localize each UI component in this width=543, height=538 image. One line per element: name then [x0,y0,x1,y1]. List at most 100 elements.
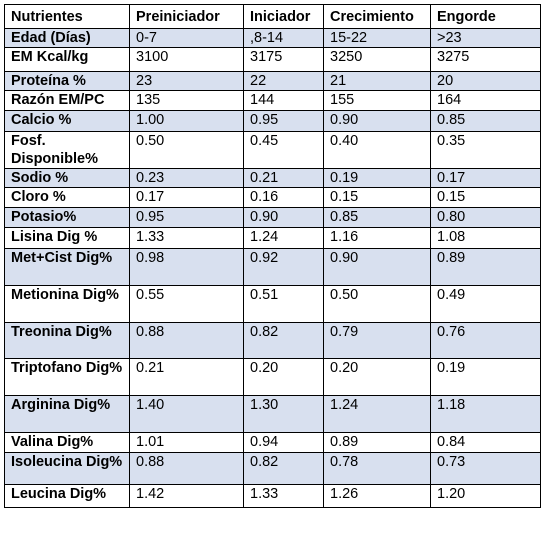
nutrient-value: 22 [243,71,324,91]
nutrient-label: Edad (Días) [4,28,130,48]
table-row: Fosf. Disponible% 0.50 0.45 0.40 0.35 [4,131,541,169]
header-crecimiento: Crecimiento [323,4,431,29]
table-row: Leucina Dig% 1.42 1.33 1.26 1.20 [4,484,541,508]
table-header-row: Nutrientes Preiniciador Iniciador Crecim… [4,4,541,29]
nutrient-value: 0.88 [129,322,244,359]
nutrient-value: 20 [430,71,541,91]
table-row: Met+Cist Dig% 0.98 0.92 0.90 0.89 [4,248,541,286]
nutrient-value: ,8-14 [243,28,324,48]
table-row: Lisina Dig % 1.33 1.24 1.16 1.08 [4,227,541,249]
nutrient-value: 0.20 [243,358,324,396]
nutrient-label: Isoleucina Dig% [4,452,130,485]
nutrient-value: 0.17 [430,168,541,188]
nutrient-value: 0.78 [323,452,431,485]
nutrient-label: EM Kcal/kg [4,47,130,72]
table-row: Treonina Dig% 0.88 0.82 0.79 0.76 [4,322,541,359]
nutrient-value: 0.20 [323,358,431,396]
table-row: Isoleucina Dig% 0.88 0.82 0.78 0.73 [4,452,541,485]
nutrient-value: 1.33 [129,227,244,249]
nutrient-value: 164 [430,90,541,111]
nutrient-value: 0-7 [129,28,244,48]
nutrient-label: Proteína % [4,71,130,91]
nutrient-value: 1.08 [430,227,541,249]
nutrient-value: 135 [129,90,244,111]
nutrient-value: 1.26 [323,484,431,508]
nutrient-value: 0.15 [430,187,541,208]
nutrient-value: 21 [323,71,431,91]
nutrient-value: 23 [129,71,244,91]
nutrient-label: Triptofano Dig% [4,358,130,396]
nutrient-value: >23 [430,28,541,48]
nutrient-value: 0.89 [323,432,431,453]
nutrient-value: 1.40 [129,395,244,433]
nutrient-value: 1.20 [430,484,541,508]
nutrient-value: 0.79 [323,322,431,359]
header-engorde: Engorde [430,4,541,29]
nutrient-value: 0.94 [243,432,324,453]
nutrient-value: 0.23 [129,168,244,188]
nutrient-value: 0.35 [430,131,541,169]
nutrient-value: 0.50 [323,285,431,323]
nutrient-value: 1.18 [430,395,541,433]
nutrient-value: 0.17 [129,187,244,208]
nutrient-label: Treonina Dig% [4,322,130,359]
nutrient-value: 0.84 [430,432,541,453]
nutrient-value: 3175 [243,47,324,72]
nutrient-label: Leucina Dig% [4,484,130,508]
nutrient-value: 0.90 [323,248,431,286]
nutrient-value: 0.80 [430,207,541,228]
nutrient-label: Razón EM/PC [4,90,130,111]
table-row: Razón EM/PC 135 144 155 164 [4,90,541,111]
header-nutrientes: Nutrientes [4,4,130,29]
nutrient-value: 0.19 [323,168,431,188]
nutrient-value: 0.89 [430,248,541,286]
nutrient-value: 0.73 [430,452,541,485]
nutrient-value: 0.21 [129,358,244,396]
nutrient-value: 1.01 [129,432,244,453]
nutrient-value: 0.95 [243,110,324,132]
nutrient-label: Lisina Dig % [4,227,130,249]
nutrient-value: 0.82 [243,322,324,359]
nutrient-label: Sodio % [4,168,130,188]
nutrient-value: 0.85 [430,110,541,132]
nutrient-value: 0.45 [243,131,324,169]
table-row: Metionina Dig% 0.55 0.51 0.50 0.49 [4,285,541,323]
table-row: Proteína % 23 22 21 20 [4,71,541,91]
nutrient-value: 0.98 [129,248,244,286]
nutrient-value: 0.76 [430,322,541,359]
nutrient-requirements-table: Nutrientes Preiniciador Iniciador Crecim… [4,4,541,508]
table-row: Edad (Días) 0-7,8-14 15-22 >23 [4,28,541,48]
nutrient-value: 0.90 [323,110,431,132]
nutrient-label: Calcio % [4,110,130,132]
nutrient-value: 0.85 [323,207,431,228]
nutrient-value: 1.16 [323,227,431,249]
nutrient-value: 0.92 [243,248,324,286]
nutrient-value: 3275 [430,47,541,72]
nutrient-label: Valina Dig% [4,432,130,453]
nutrient-value: 1.42 [129,484,244,508]
nutrient-value: 0.95 [129,207,244,228]
table-row: Valina Dig% 1.01 0.94 0.89 0.84 [4,432,541,453]
nutrient-label: Cloro % [4,187,130,208]
nutrient-value: 0.40 [323,131,431,169]
table-row: Sodio % 0.23 0.21 0.19 0.17 [4,168,541,188]
nutrient-value: 0.50 [129,131,244,169]
nutrient-value: 3250 [323,47,431,72]
nutrient-label: Arginina Dig% [4,395,130,433]
nutrient-value: 0.15 [323,187,431,208]
nutrient-value: 15-22 [323,28,431,48]
nutrient-label: Potasio% [4,207,130,228]
nutrient-value: 155 [323,90,431,111]
nutrient-value: 0.16 [243,187,324,208]
nutrient-label: Met+Cist Dig% [4,248,130,286]
nutrient-value: 1.24 [243,227,324,249]
nutrient-label: Fosf. Disponible% [4,131,130,169]
nutrient-value: 0.88 [129,452,244,485]
table-body: Edad (Días) 0-7,8-14 15-22 >23 EM Kcal/kg 310… [4,28,541,508]
nutrient-value: 0.19 [430,358,541,396]
nutrient-value: 0.55 [129,285,244,323]
header-preiniciador: Preiniciador [129,4,244,29]
table-row: EM Kcal/kg 3100 3175 3250 3275 [4,47,541,72]
table-row: Potasio% 0.95 0.90 0.85 0.80 [4,207,541,228]
table-row: Cloro % 0.17 0.16 0.15 0.15 [4,187,541,208]
